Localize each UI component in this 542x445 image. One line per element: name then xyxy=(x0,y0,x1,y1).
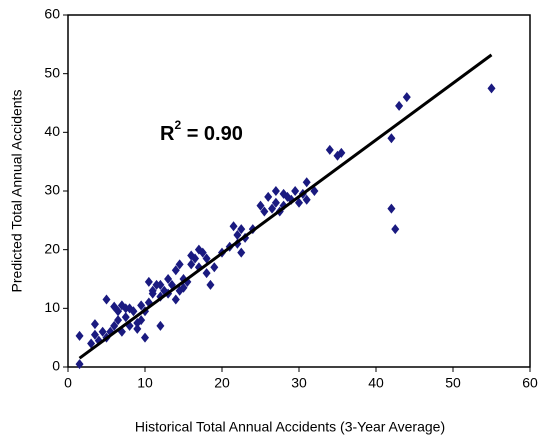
point xyxy=(237,247,246,258)
point xyxy=(171,294,180,305)
point xyxy=(302,177,311,188)
y-tick-label: 40 xyxy=(44,123,60,139)
point xyxy=(202,253,211,264)
point xyxy=(114,306,123,317)
point xyxy=(202,268,211,279)
point xyxy=(179,282,188,293)
point xyxy=(144,276,153,287)
point xyxy=(291,186,300,196)
point xyxy=(114,315,123,326)
point xyxy=(325,144,334,155)
point xyxy=(125,320,134,331)
point xyxy=(90,319,99,330)
point xyxy=(156,320,165,331)
point xyxy=(137,315,146,326)
point xyxy=(256,200,265,211)
annotation: R2 = 0.90 xyxy=(160,118,243,145)
point xyxy=(98,326,107,337)
point xyxy=(271,186,280,196)
point xyxy=(271,197,280,208)
y-tick-label: 20 xyxy=(44,240,60,256)
x-tick-label: 30 xyxy=(291,375,307,391)
point xyxy=(268,203,277,214)
point xyxy=(206,279,215,290)
x-tick-label: 60 xyxy=(522,375,538,391)
point xyxy=(233,230,242,240)
x-tick-label: 40 xyxy=(368,375,384,391)
trendline xyxy=(78,53,493,360)
point xyxy=(487,83,496,94)
point xyxy=(210,262,219,273)
x-tick-label: 10 xyxy=(137,375,153,391)
point xyxy=(264,191,273,202)
point xyxy=(402,92,411,103)
point xyxy=(110,320,119,331)
y-tick-label: 50 xyxy=(44,64,60,80)
point xyxy=(87,338,96,349)
point xyxy=(302,194,311,205)
point xyxy=(198,247,207,258)
point xyxy=(90,329,99,340)
x-tick-label: 0 xyxy=(64,375,72,391)
point xyxy=(229,221,238,232)
point xyxy=(387,133,396,144)
x-axis-label: Historical Total Annual Accidents (3-Yea… xyxy=(135,419,445,435)
y-tick-label: 60 xyxy=(44,6,60,22)
point xyxy=(102,294,111,305)
x-tick-label: 50 xyxy=(445,375,461,391)
point xyxy=(148,288,157,299)
y-axis-label: Predicted Total Annual Accidents xyxy=(9,90,25,293)
point xyxy=(187,259,196,270)
y-tick-label: 0 xyxy=(52,358,60,374)
point xyxy=(391,224,400,235)
point xyxy=(175,259,184,270)
point xyxy=(133,323,142,334)
point xyxy=(137,300,146,311)
point xyxy=(129,306,138,317)
point xyxy=(171,265,180,276)
point xyxy=(395,100,404,111)
point xyxy=(387,203,396,214)
point xyxy=(141,332,149,343)
point xyxy=(295,197,303,208)
point xyxy=(121,312,130,323)
y-tick-label: 10 xyxy=(44,299,60,315)
point xyxy=(191,253,200,264)
point xyxy=(164,274,173,284)
point xyxy=(75,359,84,370)
point xyxy=(337,147,346,158)
x-tick-label: 20 xyxy=(214,375,230,391)
point xyxy=(156,279,165,290)
y-tick-label: 30 xyxy=(44,182,60,198)
point xyxy=(260,206,269,217)
point xyxy=(75,330,84,341)
point xyxy=(237,224,246,235)
